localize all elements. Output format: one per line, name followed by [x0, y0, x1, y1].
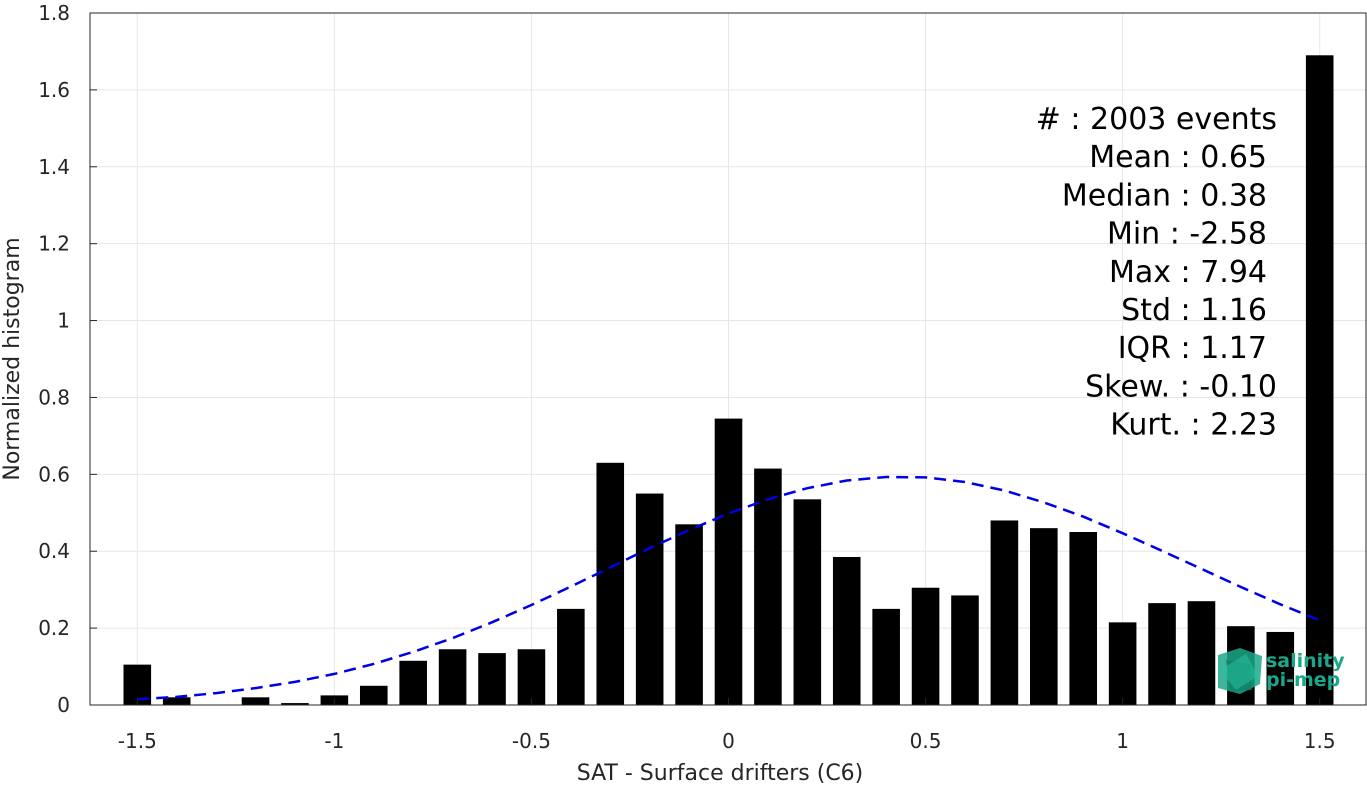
x-axis-label: SAT - Surface drifters (C6) [577, 761, 864, 785]
histogram-bar [872, 608, 900, 705]
histogram-bar [1187, 601, 1216, 705]
stats-line: Max : 7.94 [1109, 255, 1267, 290]
tick-marks [90, 12, 1321, 706]
histogram-bar [1108, 622, 1137, 705]
stats-line: # : 2003 events [1036, 102, 1277, 137]
y-tick-label: 0.6 [38, 462, 70, 486]
x-tick-label: -1.5 [118, 729, 157, 753]
y-tick-label: 1.6 [38, 78, 70, 102]
histogram-bar [714, 418, 743, 705]
stats-line: Skew. : -0.10 [1085, 369, 1277, 404]
y-tick-label: 0.4 [38, 539, 70, 563]
histogram-bar [1305, 55, 1334, 706]
histogram-bar [399, 660, 427, 705]
y-tick-label: 1 [57, 309, 70, 333]
y-tick-label: 0 [57, 693, 70, 717]
histogram-bar [1148, 603, 1176, 705]
salinity-pi-mep-logo: salinity pi-mep [1218, 648, 1345, 694]
histogram-bar [911, 587, 940, 705]
histogram-bar [359, 685, 388, 705]
stats-line: Mean : 0.65 [1089, 140, 1267, 175]
y-tick-label: 1.4 [38, 155, 70, 179]
histogram-bar [793, 499, 822, 705]
histogram-bar [635, 493, 664, 705]
logo-mark-icon [1218, 648, 1262, 694]
histogram-bar [675, 524, 703, 705]
x-tick-label: 0.5 [910, 729, 942, 753]
y-tick-label: 1.2 [38, 232, 70, 256]
y-tick-labels: 0 0.2 0.4 0.6 0.8 1 1.2 1.4 1.6 1.8 [38, 1, 70, 717]
histogram-bar [596, 462, 625, 705]
x-tick-label: 1 [1116, 729, 1129, 753]
x-tick-label: 0 [722, 729, 735, 753]
histogram-bar [162, 697, 191, 705]
stats-line: Median : 0.38 [1062, 178, 1267, 213]
histogram-bar [517, 649, 546, 705]
stats-line: Kurt. : 2.23 [1110, 408, 1277, 443]
y-tick-label: 0.2 [38, 616, 70, 640]
x-tick-labels: -1.5 -1 -0.5 0 0.5 1 1.5 [118, 729, 1336, 753]
histogram-bar [478, 653, 506, 705]
histogram-bar [241, 697, 270, 705]
histogram-bar [832, 556, 861, 705]
histogram-bar [557, 608, 585, 705]
histogram-bar [951, 595, 979, 705]
logo-line1: salinity [1266, 650, 1345, 672]
stats-line: IQR : 1.17 [1118, 331, 1267, 366]
histogram-bar [1069, 532, 1098, 705]
stats-line: Std : 1.16 [1121, 293, 1267, 328]
x-tick-label: -1 [324, 729, 344, 753]
histogram-bar [990, 520, 1019, 705]
histogram-bar [438, 649, 467, 705]
histogram-bars [123, 55, 1334, 706]
histogram-bar [1266, 631, 1295, 705]
stats-line: Min : -2.58 [1107, 217, 1267, 252]
histogram-bar [1030, 528, 1058, 705]
x-tick-label: -0.5 [512, 729, 551, 753]
gaussian-fit-curve [137, 475, 1321, 701]
y-tick-label: 0.8 [38, 385, 70, 409]
y-tick-label: 1.8 [38, 1, 70, 25]
histogram-bar [281, 703, 309, 705]
y-axis-label: Normalized histogram [0, 237, 25, 480]
logo-line2: pi-mep [1266, 669, 1340, 691]
x-tick-label: 1.5 [1304, 729, 1336, 753]
histogram-bar [754, 468, 782, 705]
